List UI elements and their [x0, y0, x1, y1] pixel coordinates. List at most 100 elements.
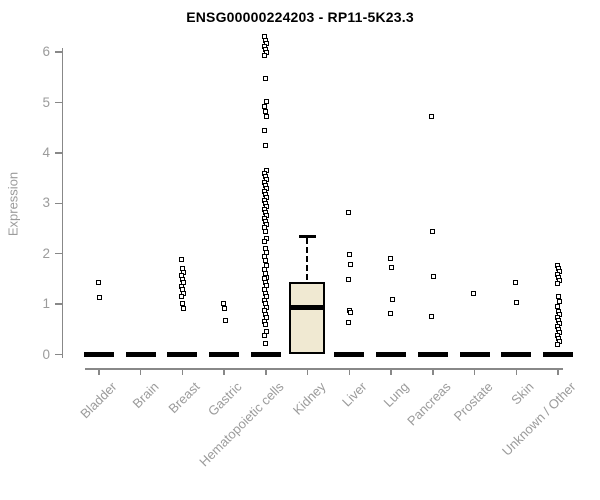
- data-point: [263, 340, 269, 346]
- x-axis-line: [85, 368, 563, 370]
- x-category-label: Prostate: [450, 379, 496, 424]
- data-point: [178, 257, 184, 263]
- x-category-label: Lung: [380, 379, 412, 411]
- y-tick-label: 3: [42, 195, 50, 211]
- zero-median-bar: [459, 352, 490, 357]
- y-axis-label: Expression: [5, 171, 21, 237]
- data-point: [513, 300, 519, 306]
- data-point: [264, 98, 270, 104]
- data-point: [387, 311, 393, 317]
- y-tick-label: 2: [42, 245, 50, 261]
- x-tick-mark: [348, 368, 351, 375]
- data-point: [345, 320, 351, 326]
- x-tick-mark: [473, 368, 476, 375]
- data-point: [95, 279, 101, 285]
- data-point: [346, 252, 352, 258]
- y-tick-mark: [55, 353, 62, 356]
- kidney-box-whisker-cap: [298, 234, 316, 238]
- zero-median-bar: [543, 352, 574, 357]
- x-category-label: Brain: [129, 379, 162, 412]
- y-tick-label: 1: [42, 296, 50, 312]
- data-point: [389, 296, 395, 302]
- x-category-label: Liver: [339, 379, 370, 410]
- zero-median-bar: [250, 352, 281, 357]
- data-point: [222, 318, 228, 324]
- data-point: [431, 273, 437, 279]
- zero-median-bar: [376, 352, 407, 357]
- zero-median-bar: [209, 352, 240, 357]
- data-point: [263, 228, 269, 234]
- zero-median-bar: [167, 352, 198, 357]
- data-point: [345, 276, 351, 282]
- data-point: [220, 300, 226, 306]
- data-point: [263, 258, 269, 264]
- kidney-box-whisker: [305, 238, 308, 281]
- data-point: [264, 114, 270, 120]
- x-tick-mark: [139, 368, 142, 375]
- y-tick-label: 6: [42, 44, 50, 60]
- x-tick-mark: [390, 368, 392, 375]
- kidney-box-median: [291, 305, 324, 311]
- data-point: [554, 304, 560, 310]
- y-tick-mark: [55, 51, 62, 53]
- x-tick-mark: [306, 368, 309, 375]
- y-tick-label: 4: [42, 144, 50, 160]
- x-category-label: Kidney: [289, 379, 329, 418]
- x-category-label: Skin: [508, 379, 537, 408]
- x-tick-mark: [223, 368, 225, 375]
- data-point: [554, 281, 560, 287]
- data-point: [262, 52, 268, 58]
- x-tick-mark: [181, 368, 184, 375]
- y-tick-mark: [55, 152, 62, 154]
- data-point: [262, 332, 268, 338]
- x-tick-mark: [515, 368, 518, 375]
- data-point: [556, 299, 562, 305]
- data-point: [512, 280, 518, 286]
- data-point: [263, 142, 269, 148]
- x-tick-mark: [98, 368, 100, 375]
- data-point: [555, 294, 561, 300]
- zero-median-bar: [84, 352, 114, 357]
- y-tick-label: 0: [42, 346, 50, 362]
- x-tick-mark: [432, 368, 434, 375]
- chart-title: ENSG00000224203 - RP11-5K23.3: [186, 9, 414, 25]
- x-category-label: Unknown / Other: [499, 379, 579, 459]
- x-category-label: Pancreas: [403, 379, 454, 429]
- data-point: [179, 300, 185, 306]
- data-point: [429, 314, 435, 320]
- zero-median-bar: [417, 352, 448, 357]
- data-point: [180, 306, 186, 312]
- data-point: [388, 264, 394, 270]
- data-point: [387, 256, 393, 262]
- zero-median-bar: [125, 352, 156, 357]
- data-point: [96, 294, 102, 300]
- zero-median-bar: [334, 352, 365, 357]
- y-axis-line: [61, 48, 63, 358]
- data-point: [263, 75, 269, 81]
- data-point: [178, 294, 184, 300]
- y-tick-label: 5: [42, 94, 50, 110]
- data-point: [430, 229, 436, 235]
- x-category-label: Gastric: [205, 379, 245, 419]
- x-tick-mark: [557, 368, 559, 375]
- x-category-label: Bladder: [77, 379, 120, 422]
- data-point: [347, 262, 353, 268]
- data-point: [263, 109, 269, 115]
- kidney-box: [289, 282, 326, 355]
- x-category-label: Breast: [165, 379, 204, 417]
- x-tick-mark: [265, 368, 267, 375]
- data-point: [263, 322, 269, 328]
- y-tick-mark: [55, 101, 62, 104]
- data-point: [262, 239, 268, 245]
- data-point: [262, 127, 268, 133]
- data-point: [262, 104, 268, 110]
- data-point: [554, 341, 560, 347]
- data-point: [429, 114, 435, 120]
- data-point: [347, 310, 353, 316]
- zero-median-bar: [501, 352, 532, 357]
- data-point: [221, 305, 227, 311]
- y-tick-mark: [55, 202, 62, 205]
- data-point: [471, 290, 477, 296]
- data-point: [345, 210, 351, 216]
